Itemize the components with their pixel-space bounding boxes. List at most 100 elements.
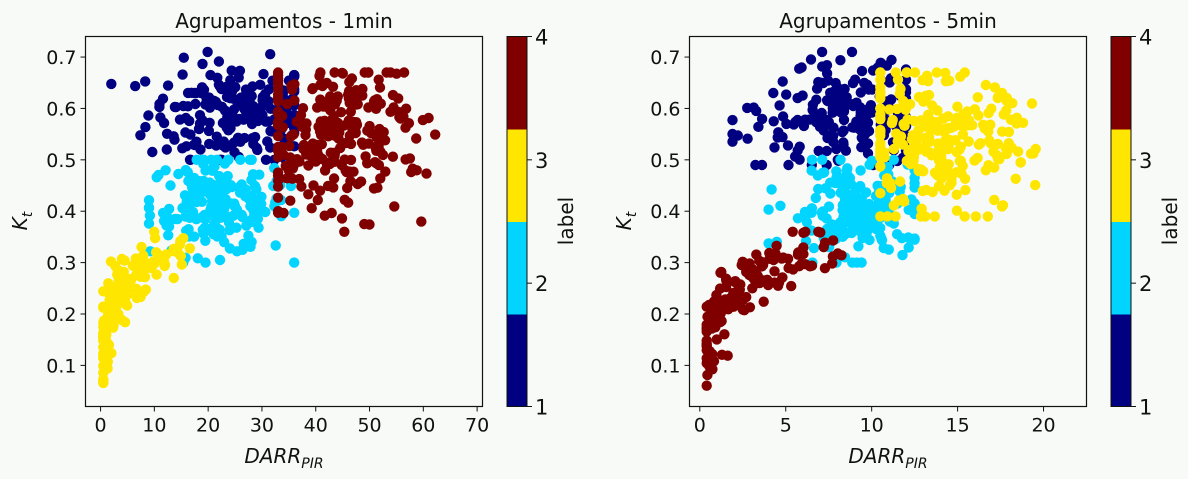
data-point (272, 130, 284, 142)
data-point (210, 221, 221, 232)
data-point (107, 322, 119, 333)
data-point (827, 235, 839, 246)
data-point (827, 103, 838, 114)
data-point (969, 104, 980, 115)
data-point (808, 242, 820, 254)
data-point (996, 201, 1008, 212)
data-point (249, 209, 260, 220)
data-point (727, 114, 738, 126)
data-point (423, 112, 434, 124)
data-point (856, 65, 868, 77)
data-point (280, 160, 291, 172)
data-point (257, 94, 268, 106)
data-point (159, 259, 170, 270)
data-point (701, 335, 712, 346)
data-point (756, 113, 768, 125)
data-point (300, 129, 311, 141)
data-point (191, 182, 202, 194)
data-point (208, 197, 220, 208)
data-point (102, 310, 114, 321)
colorbar-label: label (1158, 197, 1182, 245)
data-point (180, 127, 191, 138)
data-point (830, 77, 841, 89)
data-point (359, 218, 370, 230)
data-point (801, 217, 813, 228)
data-point (715, 316, 726, 328)
data-point (757, 259, 769, 271)
data-point (231, 246, 243, 257)
data-point (1015, 157, 1026, 168)
data-point (940, 67, 951, 79)
colorbar-segment (507, 129, 527, 222)
data-point (217, 181, 228, 193)
data-point (813, 226, 824, 237)
data-point (951, 205, 963, 216)
data-point (1017, 117, 1029, 128)
data-point (983, 107, 994, 119)
x-axis-ticks: 0 10 20 30 40 50 60 70 (95, 406, 489, 437)
data-point (816, 46, 828, 58)
data-point (214, 254, 226, 266)
data-point (416, 216, 427, 227)
data-point (970, 211, 981, 222)
colorbar-segment (507, 36, 527, 130)
data-point (909, 67, 921, 78)
data-point (101, 301, 112, 312)
data-point (194, 118, 206, 129)
data-point (875, 90, 886, 102)
data-point (200, 213, 211, 225)
data-point (147, 146, 158, 158)
data-point (165, 180, 176, 191)
data-point (783, 159, 794, 171)
data-point (143, 195, 155, 206)
data-point (711, 334, 722, 345)
data-point (894, 176, 906, 187)
data-point (846, 205, 857, 216)
data-point (278, 149, 289, 160)
plot-frame (688, 35, 1088, 408)
data-point (329, 156, 340, 167)
data-point (198, 228, 209, 239)
data-point (920, 211, 931, 222)
data-point (319, 115, 330, 127)
data-point (285, 195, 296, 206)
data-point (345, 138, 357, 150)
data-point (769, 266, 780, 277)
data-point (819, 263, 831, 274)
data-point (821, 68, 833, 79)
data-point (786, 280, 797, 292)
data-point (262, 136, 273, 147)
data-point (151, 269, 162, 280)
data-point (288, 129, 299, 140)
data-point (875, 103, 886, 114)
data-point (722, 350, 733, 361)
y-tick-label: 0.6 (650, 98, 680, 120)
data-point (794, 63, 805, 74)
data-point (751, 249, 762, 260)
data-point (398, 67, 410, 78)
data-point (900, 104, 911, 116)
data-point (855, 87, 866, 98)
data-point (982, 211, 993, 222)
x-tick-label: 10 (142, 415, 166, 437)
data-point (176, 259, 187, 270)
data-point (103, 278, 114, 289)
colorbar-tick-label: 2 (535, 272, 548, 296)
data-point (817, 154, 828, 165)
data-point (158, 215, 170, 227)
data-point (916, 143, 927, 154)
data-point (704, 346, 715, 357)
data-point (804, 261, 816, 272)
x-tick-label: 70 (465, 415, 489, 437)
data-point (260, 116, 272, 127)
data-point (154, 98, 165, 110)
data-point (933, 144, 944, 156)
data-point (272, 84, 284, 95)
data-point (310, 156, 321, 167)
data-point (701, 380, 712, 391)
data-point (430, 129, 441, 140)
data-point (864, 159, 875, 170)
data-point (875, 57, 886, 68)
data-point (272, 96, 284, 107)
